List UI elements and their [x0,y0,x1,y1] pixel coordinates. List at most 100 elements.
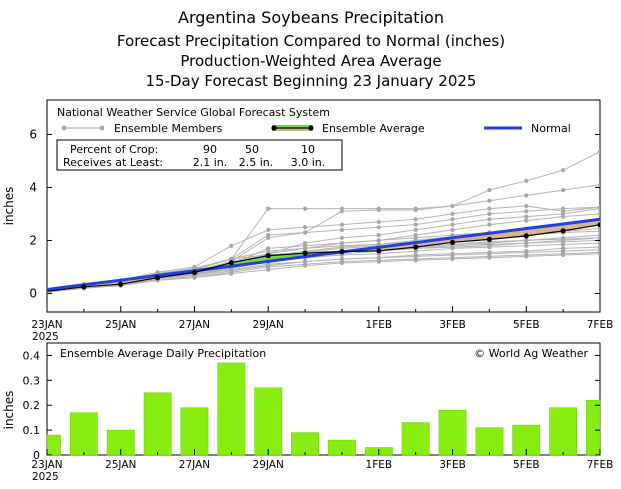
ensemble-average-point [265,253,271,259]
member-point [487,241,492,246]
member-point [339,209,344,214]
member-point [266,235,271,240]
member-point [597,149,600,154]
member-point [450,203,455,209]
member-point [266,246,271,251]
ensemble-average-point [339,249,345,255]
member-point [376,255,381,260]
member-point [524,203,529,209]
ensemble-average-point [449,239,456,245]
daily-precip-bar [401,422,430,456]
member-point [413,249,418,254]
member-point [450,222,455,227]
member-point [597,233,600,238]
member-point [339,245,344,250]
member-point [413,207,418,213]
member-point [561,214,566,219]
member-point [487,188,492,193]
below-normal-band [526,224,564,236]
bottom-plot-frame [46,342,601,456]
member-point [524,209,529,214]
member-point [303,259,308,264]
pct-value-50: 50 [245,143,259,156]
ensemble-average-point [191,269,198,276]
daily-precip-bar [475,427,504,456]
percentile-box [56,139,343,171]
bottom-title: Ensemble Average Daily Precipitation [60,347,266,360]
member-point [487,255,492,260]
x-tick-label: 3FEB [439,319,466,331]
top-panel: 0 2 4 6 23JAN 25JAN 27JAN 29JAN 1FEB 3FEB 5FEB 7FEB… [2,99,614,343]
member-point [561,168,566,173]
member-point [597,229,600,234]
member-point [561,235,566,240]
daily-precip-bar [549,407,578,456]
member-point [266,267,271,272]
member-point [303,206,308,211]
ensemble-average-point [228,260,234,266]
legend-average-label: Ensemble Average [322,122,425,135]
member-point [487,217,492,222]
pct-value-90: 90 [203,143,217,156]
daily-precip-bar [143,392,172,456]
y-tick-label: 0 [33,449,40,462]
ensemble-average-point [376,248,382,254]
member-point [597,241,600,246]
x-tick-label: 25JAN [105,319,136,331]
legend-average-marker [271,125,277,131]
member-point [413,222,418,227]
x-year-label: 2025 [32,471,59,483]
member-point [413,217,418,222]
member-point [524,249,529,254]
member-point [376,207,381,213]
member-point [450,251,455,256]
member-point [413,252,418,258]
member-point [266,206,271,211]
member-point [376,233,381,238]
bottom-panel: 0 0.1 0.2 0.3 0.4 23JAN 25JAN 27JAN 29JAN 1FEB 3FE… [2,342,614,483]
member-point [450,217,455,222]
ensemble-average-line [47,224,600,292]
member-point [450,227,455,232]
receives-label: Receives at Least: [63,156,163,169]
pct-value-10: 10 [301,143,315,156]
member-point [524,254,529,259]
member-point [487,250,492,255]
y-tick-label: 0.3 [23,374,41,387]
ensemble-average-point [155,275,161,281]
member-point [266,227,271,232]
x-tick-label: 7FEB [587,459,614,471]
chart-title-line4: 15-Day Forecast Beginning 23 January 202… [146,72,477,90]
member-point [413,233,418,238]
pct-label: Percent of Crop: [70,143,158,156]
member-point [303,243,308,248]
x-tick-label: 1FEB [366,319,393,331]
ensemble-average-point [597,222,600,228]
receives-value-10: 3.0 in. [291,156,326,169]
member-point [524,238,529,243]
x-tick-label: 27JAN [179,459,210,471]
y-tick-label: 4 [29,180,37,194]
copyright: © World Ag Weather [474,347,588,360]
chart-title-line3: Production-Weighted Area Average [180,52,441,70]
receives-value-50: 2.5 in. [239,156,274,169]
member-point [303,263,308,268]
member-point [450,256,455,262]
ensemble-average-point [486,236,492,242]
x-tick-label: 25JAN [105,459,136,471]
legend-system: National Weather Service Global Forecast… [57,106,330,119]
x-tick-label: 27JAN [179,319,210,331]
member-point [597,251,600,256]
x-tick-label: 5FEB [513,459,540,471]
member-point [561,188,566,193]
legend: National Weather Service Global Forecast… [56,106,571,171]
member-point [339,227,344,232]
member-point [339,235,344,240]
ensemble-average-point [413,244,419,250]
member-point [229,243,234,248]
member-point [339,222,344,227]
x-tick-label: 7FEB [587,319,614,331]
x-tick-label: 23JAN [31,319,62,331]
member-point [303,230,308,235]
receives-value-90: 2.1 in. [193,156,228,169]
